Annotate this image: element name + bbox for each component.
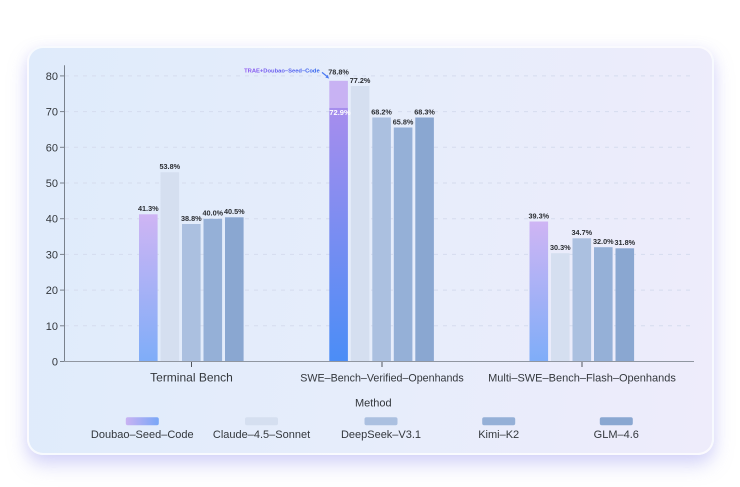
svg-text:65.8%: 65.8% [393, 117, 414, 126]
svg-text:0: 0 [52, 357, 58, 369]
svg-text:10: 10 [46, 321, 58, 333]
svg-text:31.8%: 31.8% [614, 238, 635, 247]
svg-text:72.9%: 72.9% [329, 108, 351, 117]
svg-text:77.2%: 77.2% [350, 76, 371, 85]
svg-text:30: 30 [46, 249, 58, 261]
svg-text:GLM–4.6: GLM–4.6 [594, 429, 639, 441]
svg-text:70: 70 [46, 107, 58, 119]
svg-text:Terminal Bench: Terminal Bench [150, 371, 233, 385]
svg-text:78.8%: 78.8% [328, 67, 349, 76]
svg-text:41.3%: 41.3% [138, 204, 159, 213]
svg-text:30.3%: 30.3% [550, 243, 571, 252]
svg-text:40.5%: 40.5% [224, 207, 245, 216]
svg-text:53.8%: 53.8% [159, 162, 180, 171]
svg-text:60: 60 [46, 142, 58, 154]
svg-text:50: 50 [46, 178, 58, 190]
svg-text:TRAE+Doubao–Seed–Code: TRAE+Doubao–Seed–Code [244, 68, 320, 74]
svg-text:32.0%: 32.0% [593, 237, 614, 246]
svg-text:40: 40 [46, 214, 58, 226]
svg-text:Claude–4.5–Sonnet: Claude–4.5–Sonnet [213, 429, 310, 441]
svg-text:34.7%: 34.7% [571, 228, 592, 237]
svg-text:68.3%: 68.3% [414, 107, 435, 116]
svg-text:39.3%: 39.3% [528, 211, 549, 220]
svg-text:80: 80 [46, 71, 58, 83]
svg-text:Method: Method [355, 397, 392, 409]
svg-text:38.8%: 38.8% [181, 214, 202, 223]
svg-text:Kimi–K2: Kimi–K2 [478, 429, 519, 441]
svg-text:SWE–Bench–Verified–Openhands: SWE–Bench–Verified–Openhands [300, 373, 463, 385]
svg-text:DeepSeek–V3.1: DeepSeek–V3.1 [341, 429, 421, 441]
svg-text:40.0%: 40.0% [202, 209, 223, 218]
svg-text:20: 20 [46, 285, 58, 297]
svg-text:Multi–SWE–Bench–Flash–Openhand: Multi–SWE–Bench–Flash–Openhands [488, 373, 676, 385]
svg-text:68.2%: 68.2% [371, 107, 392, 116]
svg-text:Doubao–Seed–Code: Doubao–Seed–Code [91, 429, 194, 441]
